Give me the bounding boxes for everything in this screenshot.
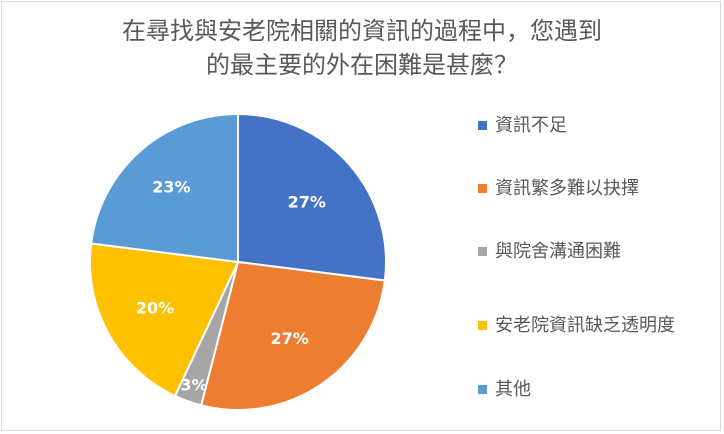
legend-swatch-3 xyxy=(478,247,487,256)
chart-title-line-2: 的最主要的外在困難是甚麼？ xyxy=(206,51,518,79)
legend-swatch-5 xyxy=(478,385,487,394)
legend-swatch-2 xyxy=(478,184,487,193)
pie-slice-2 xyxy=(199,260,386,411)
chart-title-line-1: 在尋找與安老院相關的資訊的過程中，您遇到 xyxy=(122,17,602,45)
data-label-5: 23% xyxy=(152,178,190,197)
data-label-4: 20% xyxy=(136,299,174,318)
legend-swatch-4 xyxy=(478,321,487,330)
legend-item-1: 資訊不足 xyxy=(478,112,718,139)
legend-label-2: 資訊繁多難以抉擇 xyxy=(495,178,639,199)
legend-label-4: 安老院資訊缺乏透明度 xyxy=(495,315,675,336)
data-label-2: 27% xyxy=(270,329,308,348)
pie-slice-5 xyxy=(90,112,239,264)
data-label-1: 27% xyxy=(288,192,326,211)
data-label-3: 3% xyxy=(180,376,207,395)
pie-slice-1 xyxy=(237,112,387,282)
chart-title: 在尋找與安老院相關的資訊的過程中，您遇到 的最主要的外在困難是甚麼？ xyxy=(0,14,724,82)
legend-label-5: 其他 xyxy=(495,379,531,400)
legend-label-3: 與院舍溝通困難 xyxy=(495,241,621,262)
legend-label-1: 資訊不足 xyxy=(495,115,567,136)
legend-item-4: 安老院資訊缺乏透明度 xyxy=(478,312,718,339)
legend-item-2: 資訊繁多難以抉擇 xyxy=(478,175,718,202)
legend-swatch-1 xyxy=(478,121,487,130)
legend-item-5: 其他 xyxy=(478,376,718,403)
pie-slice-4 xyxy=(89,242,240,398)
legend-item-3: 與院舍溝通困難 xyxy=(478,238,718,265)
